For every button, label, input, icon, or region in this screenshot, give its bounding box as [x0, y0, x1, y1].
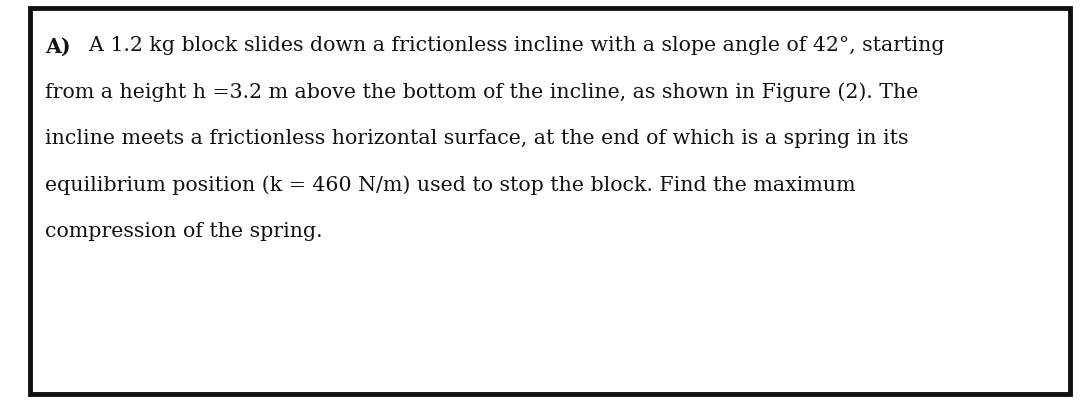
Text: compression of the spring.: compression of the spring. — [45, 222, 323, 241]
Text: A 1.2 kg block slides down a frictionless incline with a slope angle of 42°, sta: A 1.2 kg block slides down a frictionles… — [76, 36, 944, 55]
Text: from a height h =3.2 m above the bottom of the incline, as shown in Figure (2). : from a height h =3.2 m above the bottom … — [45, 83, 919, 103]
Text: incline meets a frictionless horizontal surface, at the end of which is a spring: incline meets a frictionless horizontal … — [45, 129, 909, 148]
Text: A): A) — [45, 36, 71, 57]
Text: equilibrium position (k = 460 N/m) used to stop the block. Find the maximum: equilibrium position (k = 460 N/m) used … — [45, 176, 855, 196]
